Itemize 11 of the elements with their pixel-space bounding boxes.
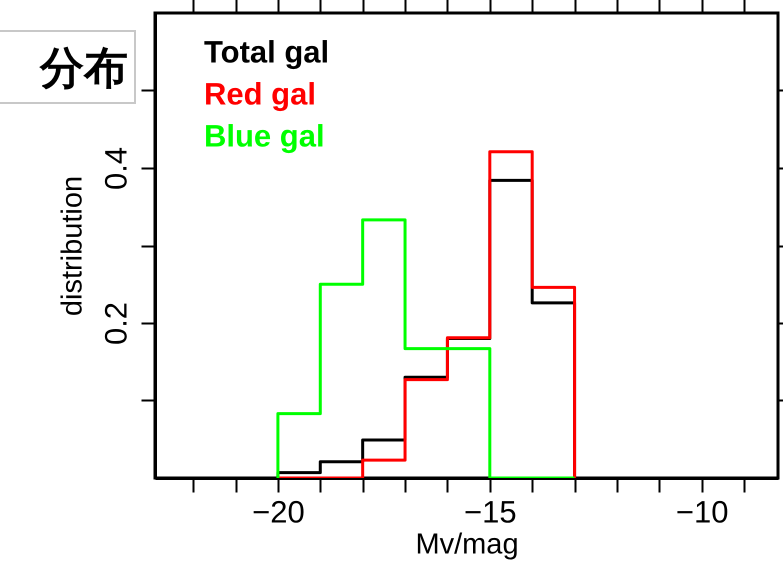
- x-tick-label: −10: [676, 494, 729, 530]
- x-tick-label: −15: [464, 494, 517, 530]
- text: Red gal: [204, 76, 316, 112]
- y-axis-title: distribution: [56, 176, 88, 316]
- y-tick-label: 0.4: [98, 146, 134, 190]
- text: Total gal: [204, 34, 330, 70]
- y-tick-label: 0.2: [98, 302, 134, 346]
- x-axis-title: Mv/mag: [415, 528, 519, 560]
- x-tick-label: −20: [252, 494, 305, 530]
- text: 分布: [0, 30, 136, 104]
- text: Blue gal: [204, 118, 325, 154]
